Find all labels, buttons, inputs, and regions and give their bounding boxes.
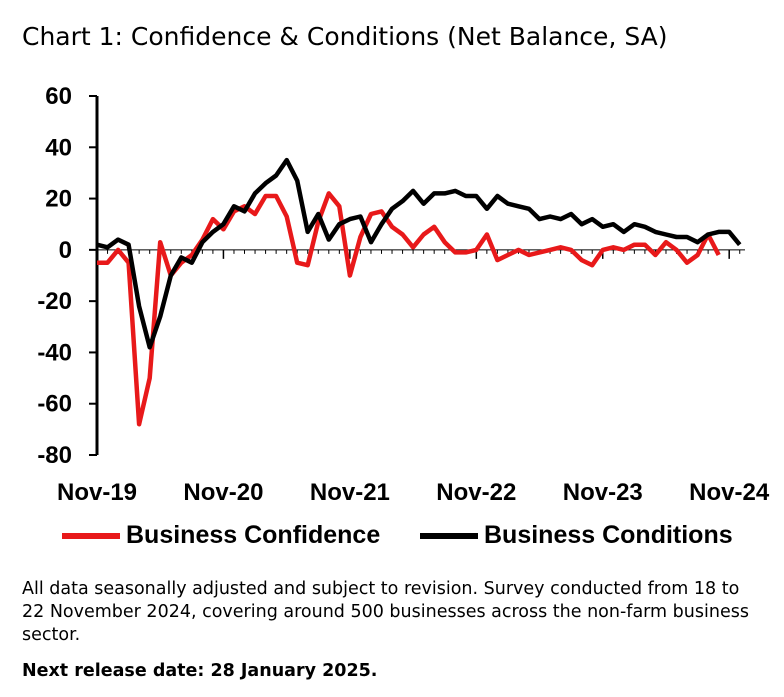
x-axis-ticks: Nov-19 Nov-20 Nov-21 Nov-22 Nov-23 Nov-24 (57, 249, 770, 506)
legend-label-confidence: Business Confidence (126, 521, 381, 549)
next-release-date: Next release date: 28 January 2025. (22, 661, 378, 681)
y-tick-label: -20 (37, 288, 72, 315)
y-tick-label: -80 (37, 442, 72, 469)
y-tick-label: -40 (37, 339, 72, 366)
chart-legend: Business Confidence Business Conditions (0, 521, 784, 555)
x-tick-label: Nov-19 (57, 479, 137, 506)
legend-swatch-confidence (62, 532, 120, 539)
legend-item-business-confidence: Business Confidence (62, 521, 380, 550)
legend-item-business-conditions: Business Conditions (420, 521, 733, 550)
x-tick-label: Nov-20 (183, 479, 263, 506)
footnote: All data seasonally adjusted and subject… (22, 579, 749, 645)
y-tick-label: 0 (59, 237, 72, 264)
y-tick-label: 20 (45, 186, 72, 213)
y-axis-ticks: 60 40 20 0 -20 -40 -60 -80 (37, 83, 97, 469)
legend-swatch-conditions (420, 532, 478, 539)
series-line-business-conditions (96, 157, 742, 350)
y-tick-label: 60 (45, 83, 72, 110)
x-tick-label: Nov-24 (689, 479, 770, 506)
chart-series (96, 157, 742, 427)
y-tick-label: 40 (45, 134, 72, 161)
x-tick-label: Nov-21 (310, 479, 390, 506)
x-tick-label: Nov-22 (436, 479, 516, 506)
legend-label-conditions: Business Conditions (484, 521, 733, 549)
y-tick-label: -60 (37, 391, 72, 418)
x-tick-label: Nov-23 (563, 479, 643, 506)
chart-axes (95, 96, 745, 455)
chart-title: Chart 1: Confidence & Conditions (Net Ba… (22, 22, 668, 51)
